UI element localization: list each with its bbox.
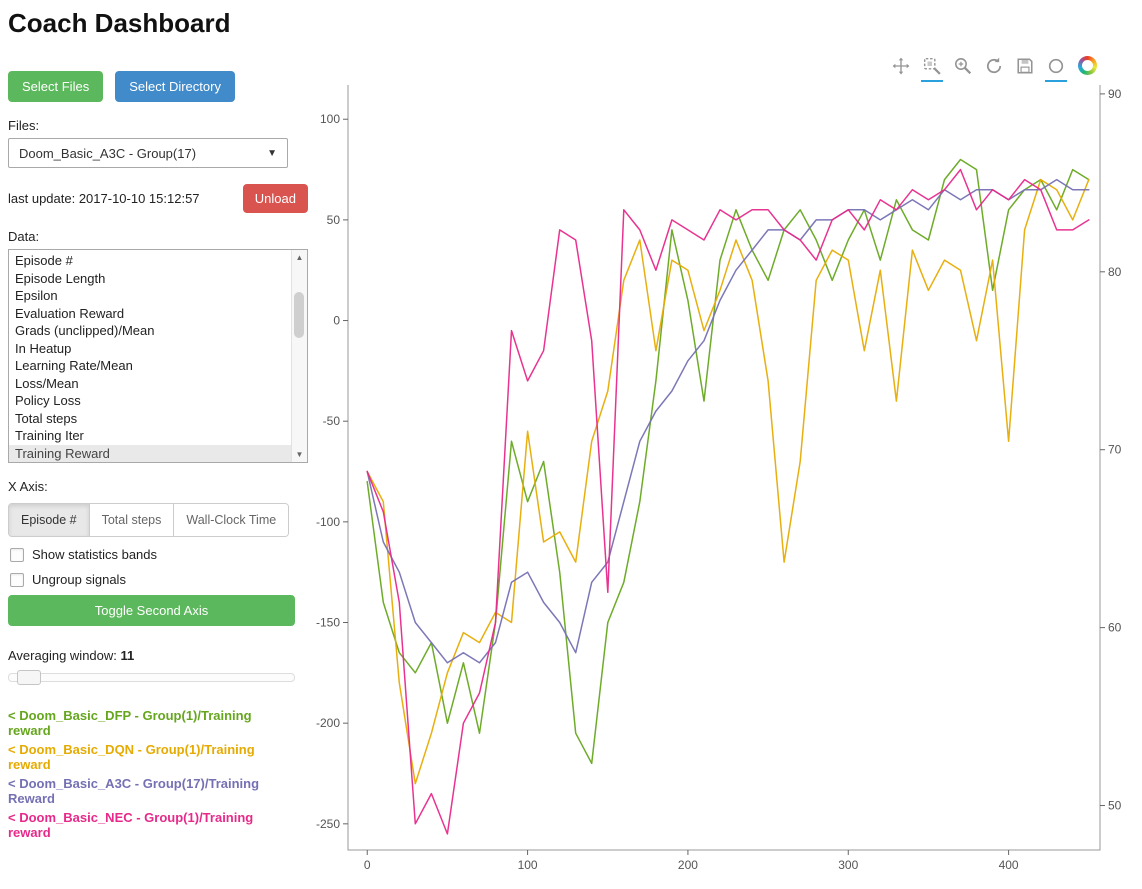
scrollbar-down-arrow-icon[interactable]: ▼ [295,450,304,459]
data-list-item-training-iter[interactable]: Training Iter [15,428,84,443]
data-list-item-grads-unclipped-mean[interactable]: Grads (unclipped)/Mean [15,323,155,338]
data-listbox-scrollbar[interactable]: ▲ ▼ [291,250,307,462]
x-axis-option-episode[interactable]: Episode # [9,504,90,536]
averaging-window-row: Averaging window: 11 [8,648,308,663]
pan-icon[interactable] [890,53,912,82]
data-list-item-epsilon[interactable]: Epsilon [15,288,58,303]
file-buttons-row: Select Files Select Directory [8,71,308,102]
bokeh-toolbar [890,53,1098,82]
scrollbar-up-arrow-icon[interactable]: ▲ [295,253,304,262]
y-left-tick-label: -50 [323,414,341,428]
data-list-item-evaluation-reward[interactable]: Evaluation Reward [15,305,125,321]
checkbox-label: Ungroup signals [32,572,126,587]
x-tick-label: 100 [518,858,538,872]
checkbox-ungroup-signals[interactable] [10,572,24,587]
y-right-tick-label: 70 [1108,443,1122,457]
y-left-tick-label: 0 [333,314,340,328]
reset-icon[interactable] [983,53,1005,82]
y-left-tick-label: 100 [320,112,340,126]
y-right-tick-label: 60 [1108,621,1122,635]
chart-area: 100 50 0 -50 -100 -150 -200 -250 90 80 70 60 50 0 100 2… [316,45,1142,880]
y-right-tick-label: 90 [1108,87,1122,101]
data-list: Episode # Episode Length Epsilon Evaluation… [9,252,307,462]
box-zoom-icon[interactable] [921,53,943,82]
data-label: Data: [8,229,40,244]
chart-legend: < Doom_Basic_DFP - Group(1)/Training rew… [8,708,308,840]
toggle-second-axis-button[interactable]: Toggle Second Axis [8,595,295,626]
checkbox-show-statistics-bands[interactable] [10,547,24,562]
bokeh-logo-icon[interactable] [1076,53,1098,82]
y-left-tick-label: -200 [316,716,340,730]
content: Select Files Select Directory Files: Doo… [0,45,1142,880]
slider-handle[interactable] [17,670,41,685]
x-axis-button-group: Episode # Total steps Wall-Clock Time [8,503,290,537]
checkbox-section: Show statistics bands Ungroup signals [8,547,308,587]
x-tick-label: 300 [838,858,858,872]
legend-item-doom-basic-dqn-group-1-training-reward[interactable]: < Doom_Basic_DQN - Group(1)/Training rew… [8,742,255,772]
series-doom-basic-a3c-group-17-training-reward [366,178,1090,664]
checkbox-label: Show statistics bands [32,547,158,562]
wheel-zoom-icon[interactable] [952,53,974,82]
x-axis-option-wall-clock-time[interactable]: Wall-Clock Time [174,504,289,536]
last-update-row: last update: 2017-10-10 15:12:57 Unload [8,184,308,213]
legend-item-doom-basic-dfp-group-1-training-reward[interactable]: < Doom_Basic_DFP - Group(1)/Training rew… [8,708,252,738]
data-list-item-total-steps[interactable]: Total steps [15,410,78,426]
legend-item-doom-basic-a3c-group-17-training-reward[interactable]: < Doom_Basic_A3C - Group(17)/Training Re… [8,776,260,806]
select-directory-button[interactable]: Select Directory [115,71,235,102]
x-axis-label: X Axis: [8,479,48,494]
data-list-item-in-heatup[interactable]: In Heatup [15,340,72,356]
data-list-item-loss-mean[interactable]: Loss/Mean [15,375,79,391]
last-update-text: last update: 2017-10-10 15:12:57 [8,191,200,206]
series-doom-basic-nec-group-1-training-reward [366,168,1090,835]
averaging-window-value: 11 [120,648,135,663]
page-title: Coach Dashboard [8,8,231,38]
data-list-item-episode[interactable]: Episode # [15,253,73,268]
checkbox-row-show-statistics-bands: Show statistics bands [10,547,308,562]
hover-icon[interactable] [1045,53,1067,82]
data-list-item-learning-rate-mean[interactable]: Learning Rate/Mean [15,358,133,373]
dropdown-caret-icon: ▼ [267,147,277,159]
scrollbar-thumb[interactable] [294,292,304,338]
y-left-tick-label: -150 [316,616,340,630]
checkbox-row-ungroup-signals: Ungroup signals [10,572,308,587]
x-tick-label: 0 [364,858,371,872]
unload-button[interactable]: Unload [242,184,308,213]
series-doom-basic-dqn-group-1-training-reward [366,178,1090,785]
y-right-tick-label: 80 [1108,265,1122,279]
y-right-tick-label: 50 [1108,799,1122,813]
plot-canvas[interactable]: 100 50 0 -50 -100 -150 -200 -250 90 80 70 60 50 0 100 2… [316,75,1142,878]
averaging-window-label: Averaging window: [8,648,117,663]
data-listbox[interactable]: Episode # Episode Length Epsilon Evaluation… [8,249,308,463]
y-left-tick-label: -100 [316,515,340,529]
files-dropdown-value: Doom_Basic_A3C - Group(17) [19,145,197,161]
files-dropdown[interactable]: Doom_Basic_A3C - Group(17) ▼ [8,138,288,168]
legend-item-doom-basic-nec-group-1-training-reward[interactable]: < Doom_Basic_NEC - Group(1)/Training rew… [8,810,254,840]
sidebar: Select Files Select Directory Files: Doo… [0,45,316,880]
data-list-item-policy-loss[interactable]: Policy Loss [15,393,81,408]
x-axis-option-total-steps[interactable]: Total steps [89,504,175,536]
y-left-tick-label: 50 [327,213,341,227]
series-doom-basic-dfp-group-1-training-reward [366,158,1090,765]
data-list-item-episode-length[interactable]: Episode Length [15,270,106,286]
files-label: Files: [8,118,40,133]
x-tick-label: 200 [678,858,698,872]
y-left-tick-label: -250 [316,817,340,831]
averaging-window-slider[interactable] [8,670,295,685]
data-list-item-training-reward[interactable]: Training Reward [9,444,307,462]
save-icon[interactable] [1014,53,1036,82]
coach-dashboard-page: Coach Dashboard Select Files Select Dire… [0,8,1142,880]
axis-lines [347,85,1101,851]
select-files-button[interactable]: Select Files [8,71,104,102]
x-tick-label: 400 [999,858,1019,872]
